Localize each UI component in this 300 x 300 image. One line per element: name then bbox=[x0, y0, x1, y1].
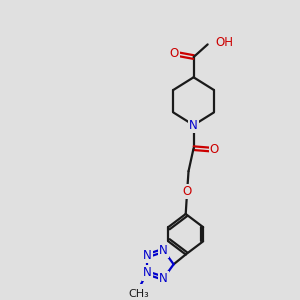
Text: N: N bbox=[189, 118, 198, 132]
Text: N: N bbox=[143, 249, 152, 262]
Text: CH₃: CH₃ bbox=[128, 289, 149, 299]
Text: OH: OH bbox=[215, 37, 233, 50]
Text: N: N bbox=[159, 272, 168, 285]
Text: O: O bbox=[210, 143, 219, 156]
Text: N: N bbox=[159, 244, 168, 257]
Text: O: O bbox=[182, 185, 192, 198]
Text: N: N bbox=[143, 266, 152, 279]
Text: O: O bbox=[169, 46, 178, 60]
